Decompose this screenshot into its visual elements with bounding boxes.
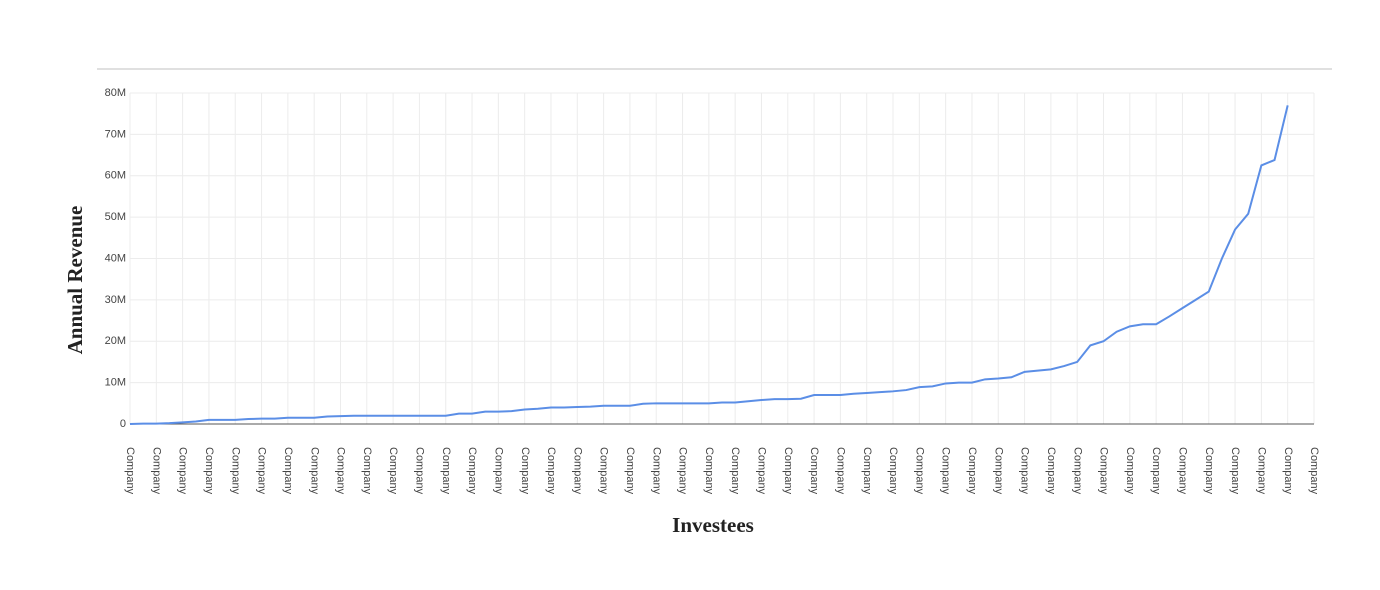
x-tick-label: Company [1098, 447, 1110, 495]
x-tick-label: Company [913, 447, 925, 495]
y-tick-label: 40M [105, 252, 126, 264]
x-tick-label: Company [387, 447, 399, 495]
x-tick-label: Company [834, 447, 846, 495]
x-tick-label: Company [361, 447, 373, 495]
x-tick-label: Company [571, 447, 583, 495]
x-tick-label: Company [519, 447, 531, 495]
y-tick-label: 80M [105, 87, 126, 99]
x-tick-label: Company [1019, 447, 1031, 495]
x-tick-label: Company [1150, 447, 1162, 495]
x-tick-label: Company [335, 447, 347, 495]
x-tick-label: Company [1203, 447, 1215, 495]
x-tick-label: Company [808, 447, 820, 495]
x-tick-label: Company [466, 447, 478, 495]
x-tick-label: Company [1177, 447, 1189, 495]
x-tick-label: Company [598, 447, 610, 495]
x-tick-label: Company [1308, 447, 1320, 495]
x-tick-label: Company [729, 447, 741, 495]
y-tick-label: 10M [105, 377, 126, 389]
x-tick-label: Company [124, 447, 136, 495]
x-tick-label: Company [1282, 447, 1294, 495]
x-tick-label: Company [1255, 447, 1267, 495]
x-tick-label: Company [282, 447, 294, 495]
x-tick-label: Company [150, 447, 162, 495]
x-tick-label: Company [440, 447, 452, 495]
x-tick-label: Company [545, 447, 557, 495]
x-tick-label: Company [887, 447, 899, 495]
x-tick-label: Company [1045, 447, 1057, 495]
x-tick-label: Company [177, 447, 189, 495]
y-tick-label: 50M [105, 211, 126, 223]
x-tick-label: Company [414, 447, 426, 495]
x-tick-label: Company [650, 447, 662, 495]
x-tick-label: Company [782, 447, 794, 495]
x-tick-label: Company [256, 447, 268, 495]
x-axis-title: Investees [672, 513, 754, 537]
x-tick-label: Company [203, 447, 215, 495]
x-tick-label: Company [308, 447, 320, 495]
y-tick-label: 20M [105, 335, 126, 347]
y-axis-title: Annual Revenue [63, 206, 87, 355]
y-tick-label: 0 [120, 418, 126, 430]
x-tick-label: Company [492, 447, 504, 495]
x-tick-label: Company [1229, 447, 1241, 495]
x-tick-label: Company [624, 447, 636, 495]
series-line [129, 105, 1289, 425]
x-tick-label: Company [703, 447, 715, 495]
x-tick-label: Company [992, 447, 1004, 495]
x-tick-label: Company [966, 447, 978, 495]
y-tick-label: 60M [105, 170, 126, 182]
y-tick-label: 70M [105, 128, 126, 140]
x-tick-label: Company [1071, 447, 1083, 495]
y-tick-label: 30M [105, 294, 126, 306]
x-tick-label: Company [229, 447, 241, 495]
x-tick-label: Company [1124, 447, 1136, 495]
x-tick-label: Company [940, 447, 952, 495]
x-tick-label: Company [677, 447, 689, 495]
x-tick-label: Company [756, 447, 768, 495]
x-tick-label: Company [861, 447, 873, 495]
